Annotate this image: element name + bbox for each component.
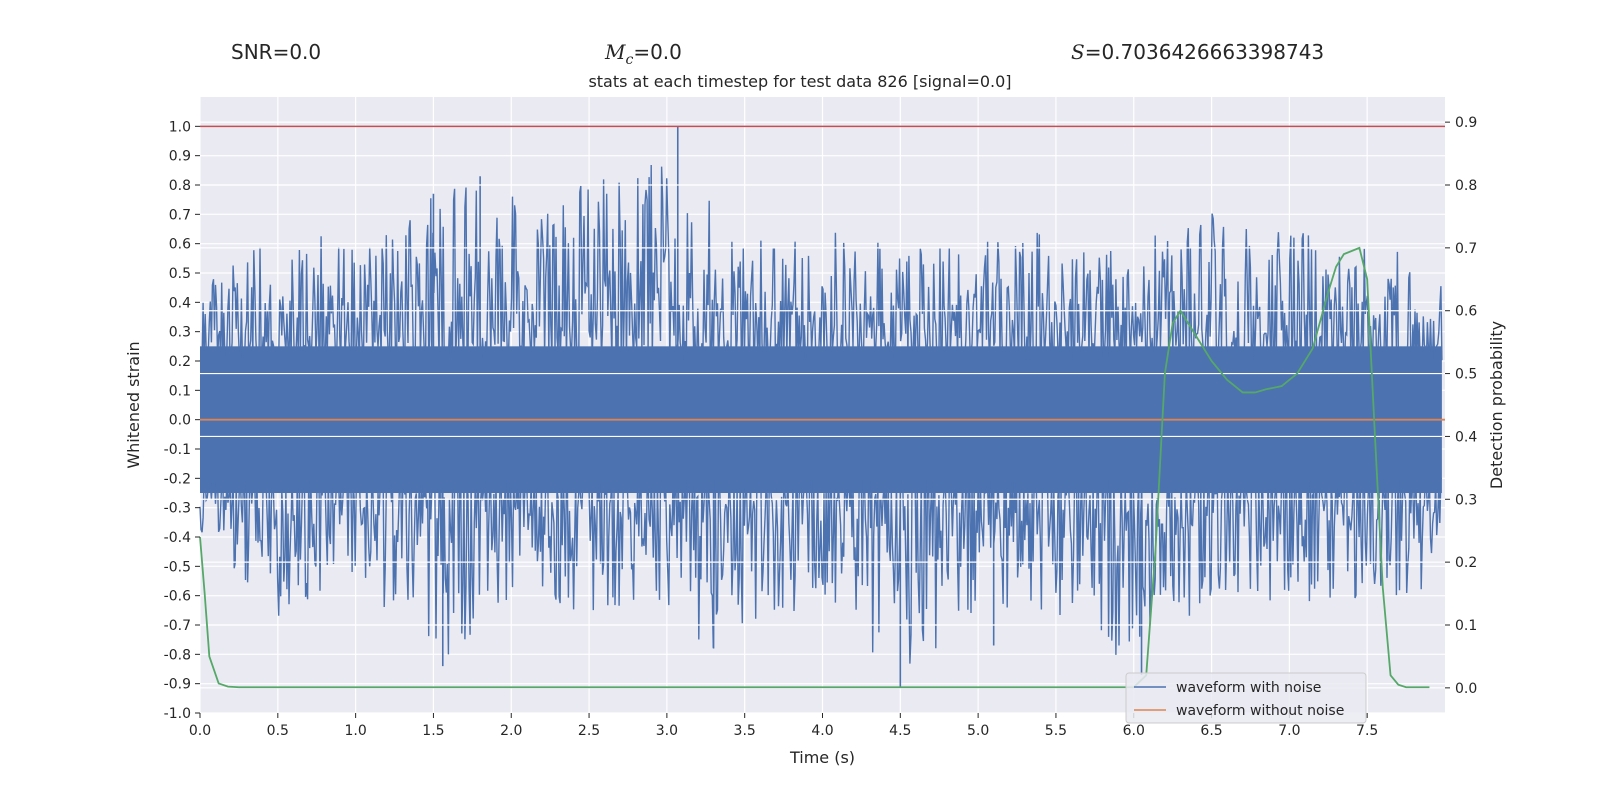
y2-axis-label: Detection probability	[1487, 321, 1506, 489]
y-tick-label: 0.7	[169, 207, 191, 223]
y-tick-label: 0.1	[169, 383, 191, 399]
legend-entry-without-noise: waveform without noise	[1176, 703, 1344, 719]
y-tick-label: 0.4	[169, 295, 191, 311]
waveform-upper-trace	[199, 164, 1443, 364]
x-tick-label: 4.0	[811, 723, 833, 739]
y-tick-label: -0.5	[164, 559, 191, 575]
y-tick-label: -0.8	[164, 647, 191, 663]
x-axis-label: Time (s)	[789, 748, 855, 767]
y2-tick-label: 0.6	[1455, 304, 1477, 320]
x-tick-label: 0.5	[267, 723, 289, 739]
y2-tick-label: 0.4	[1455, 429, 1477, 445]
x-tick-label: 6.0	[1123, 723, 1145, 739]
y-axis-label: Whitened strain	[124, 341, 143, 468]
y2-tick-label: 0.3	[1455, 492, 1477, 508]
y-tick-label: -0.7	[164, 618, 191, 634]
snr-label: SNR=0.0	[231, 40, 322, 64]
chirp-mass-label: Mc=0.0	[605, 40, 682, 68]
plot-title: stats at each timestep for test data 826…	[588, 72, 1012, 91]
statistic-label: S=0.7036426663398743	[1071, 40, 1325, 64]
x-tick-label: 3.0	[656, 723, 678, 739]
y-tick-label: -0.3	[164, 501, 191, 517]
y2-tick-label: 0.7	[1455, 241, 1477, 257]
y2-tick-label: 0.8	[1455, 178, 1477, 194]
y-tick-label: 1.0	[169, 119, 191, 135]
y-tick-label: 0.9	[169, 149, 191, 165]
y-tick-label: -0.4	[164, 530, 191, 546]
x-tick-label: 0.0	[189, 723, 211, 739]
y2-tick-label: 0.5	[1455, 367, 1477, 383]
y-tick-label: 0.2	[169, 354, 191, 370]
legend-box	[1125, 672, 1367, 724]
detection-probability-line	[199, 246, 1430, 689]
y-tick-label: -0.9	[164, 677, 191, 693]
y-tick-label: 0.3	[169, 325, 191, 341]
x-tick-label: 7.5	[1356, 723, 1378, 739]
waveform-lower-trace	[199, 475, 1442, 664]
axes: 0.0 0.5 1.0 1.5 2.0 2.5 3.0 3.5 4.0 4.5 5.0 5.5 6.0 6…	[164, 115, 1478, 739]
y-tick-label: -0.1	[164, 442, 191, 458]
y-tick-label: 0.6	[169, 237, 191, 253]
legend-entry-with-noise: waveform with noise	[1176, 680, 1321, 696]
y-tick-label: -0.6	[164, 589, 191, 605]
x-tick-label: 1.0	[344, 723, 366, 739]
x-tick-label: 6.5	[1200, 723, 1222, 739]
x-tick-label: 5.0	[967, 723, 989, 739]
y-tick-label: 0.8	[169, 178, 191, 194]
x-tick-label: 1.5	[422, 723, 444, 739]
x-tick-label: 5.5	[1045, 723, 1067, 739]
x-tick-label: 4.5	[889, 723, 911, 739]
x-tick-label: 7.0	[1278, 723, 1300, 739]
y2-tick-label: 0.0	[1455, 681, 1477, 697]
y2-tick-label: 0.2	[1455, 555, 1477, 571]
y-tick-label: -0.2	[164, 471, 191, 487]
x-tick-label: 2.0	[500, 723, 522, 739]
legend: waveform with noise waveform without noi…	[1125, 672, 1367, 724]
y2-tick-label: 0.9	[1455, 115, 1477, 131]
y2-tick-label: 0.1	[1455, 618, 1477, 634]
y-tick-label: 0.0	[169, 413, 191, 429]
x-tick-label: 2.5	[578, 723, 600, 739]
y-tick-label: -1.0	[164, 706, 191, 722]
x-tick-label: 3.5	[734, 723, 756, 739]
y-tick-label: 0.5	[169, 266, 191, 282]
